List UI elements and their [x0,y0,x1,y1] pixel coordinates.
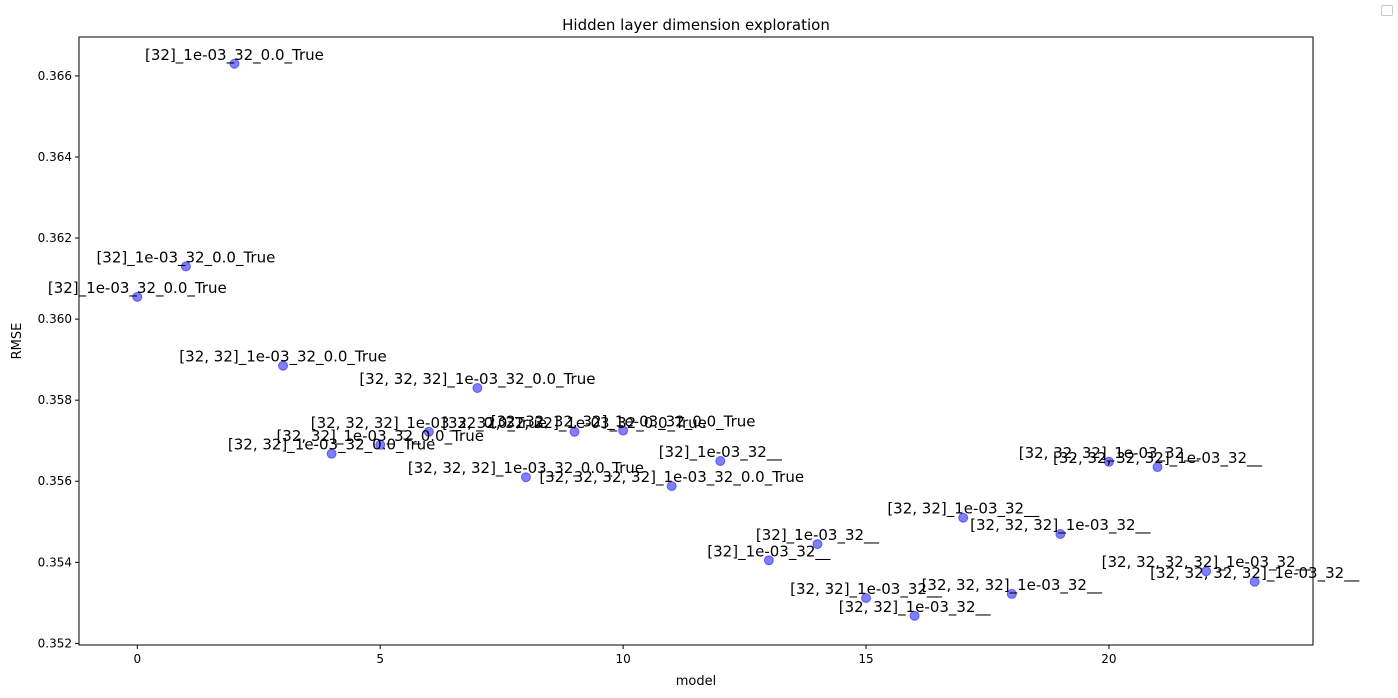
point-label: [32, 32, 32]_1e-03_32_0.0_True [359,370,595,389]
data-point [763,555,774,566]
point-label: [32, 32, 32, 32]_1e-03_32__ [1150,564,1360,583]
data-point [229,58,240,69]
x-tick-label: 0 [133,652,141,666]
point-label: [32]_1e-03_32_0.0_True [145,46,324,65]
x-tick-label: 10 [615,652,630,666]
data-point [423,426,434,437]
plot-area [78,36,1314,646]
y-tick-label: 0.356 [38,474,72,488]
point-label: [32, 32]_1e-03_32__ [839,598,991,617]
data-labels: [32]_1e-03_32_0.0_True [32]_1e-03_32_0.0_… [48,46,1360,617]
point-label: [32, 32, 32]_1e-03_32__ [970,516,1151,535]
point-label: [32]_1e-03_32_0.0_True [96,248,275,267]
point-label: [32, 32, 32, 32]_1e-03_32_0.0_True [491,413,756,432]
data-points [132,58,1260,621]
data-point [1249,576,1260,587]
point-label: [32]_1e-03_32__ [707,542,831,561]
y-tick-label: 0.358 [38,393,72,407]
data-point [958,512,969,523]
data-point [1201,566,1212,577]
x-tick-label: 15 [858,652,873,666]
x-tick-label: 5 [376,652,384,666]
data-point [1103,456,1114,467]
point-label: [32, 32, 32]_1e-03_32__ [922,576,1103,595]
point-label: [32, 32, 32, 32]_1e-03_32__ [1053,449,1263,468]
point-label: [32]_1e-03_32__ [756,526,880,545]
y-tick-label: 0.364 [38,150,72,164]
point-label: [32]_1e-03_32_0.0_True [48,279,227,298]
point-label: [32, 32]_1e-03_32__ [887,500,1039,519]
data-point [326,448,337,459]
point-label: [32, 32, 32, 32]_1e-03_32_0.0_True [539,468,804,487]
point-label: [32, 32, 32]_1e-03_32__ [1019,444,1200,463]
legend [1381,5,1393,16]
data-point [618,425,629,436]
data-point [472,383,483,394]
data-point [909,610,920,621]
data-point [375,439,386,450]
data-point [715,455,726,466]
data-point [278,360,289,371]
data-point [1006,588,1017,599]
data-point [569,426,580,437]
y-tick-label: 0.362 [38,231,72,245]
chart-title: Hidden layer dimension exploration [562,16,830,34]
y-tick-label: 0.360 [38,312,72,326]
x-tick-label: 20 [1101,652,1116,666]
point-label: [32]_1e-03_32__ [659,443,783,462]
data-point [666,481,677,492]
point-label: [32, 32]_1e-03_32__ [790,580,942,599]
y-tick-label: 0.366 [38,69,72,83]
point-label: [32, 32]_1e-03_32_0.0_True [179,348,387,367]
x-axis-label: model [676,674,716,689]
point-label: [32, 32, 32]_1e-03_32_0.0_True [311,414,547,433]
data-point [520,472,531,483]
point-label: [32, 32]_1e-03_32_0.0_True [228,436,436,455]
point-label: [32, 32, 32, 32]_1e-03_32__ [1102,553,1312,572]
y-axis-label: RMSE [10,323,25,360]
point-label: [32, 32, 32]_1e-03_32_0.0_True [408,459,644,478]
y-axis: 0.352 0.354 0.356 0.358 0.360 0.362 0.364 0.366 [38,69,79,650]
data-point [812,539,823,550]
data-point [180,261,191,272]
y-tick-label: 0.352 [38,636,72,650]
y-tick-label: 0.354 [38,555,72,569]
data-point [132,291,143,302]
point-label: [32, 32]_1e-03_32_0.0_True [276,427,484,446]
data-point [861,592,872,603]
data-point [1055,528,1066,539]
point-label: [32, 32, 32, 32]_1e-03_32_0.0_True [442,414,707,433]
x-axis: 0 5 10 15 20 [133,645,1117,666]
data-point [1152,462,1163,473]
